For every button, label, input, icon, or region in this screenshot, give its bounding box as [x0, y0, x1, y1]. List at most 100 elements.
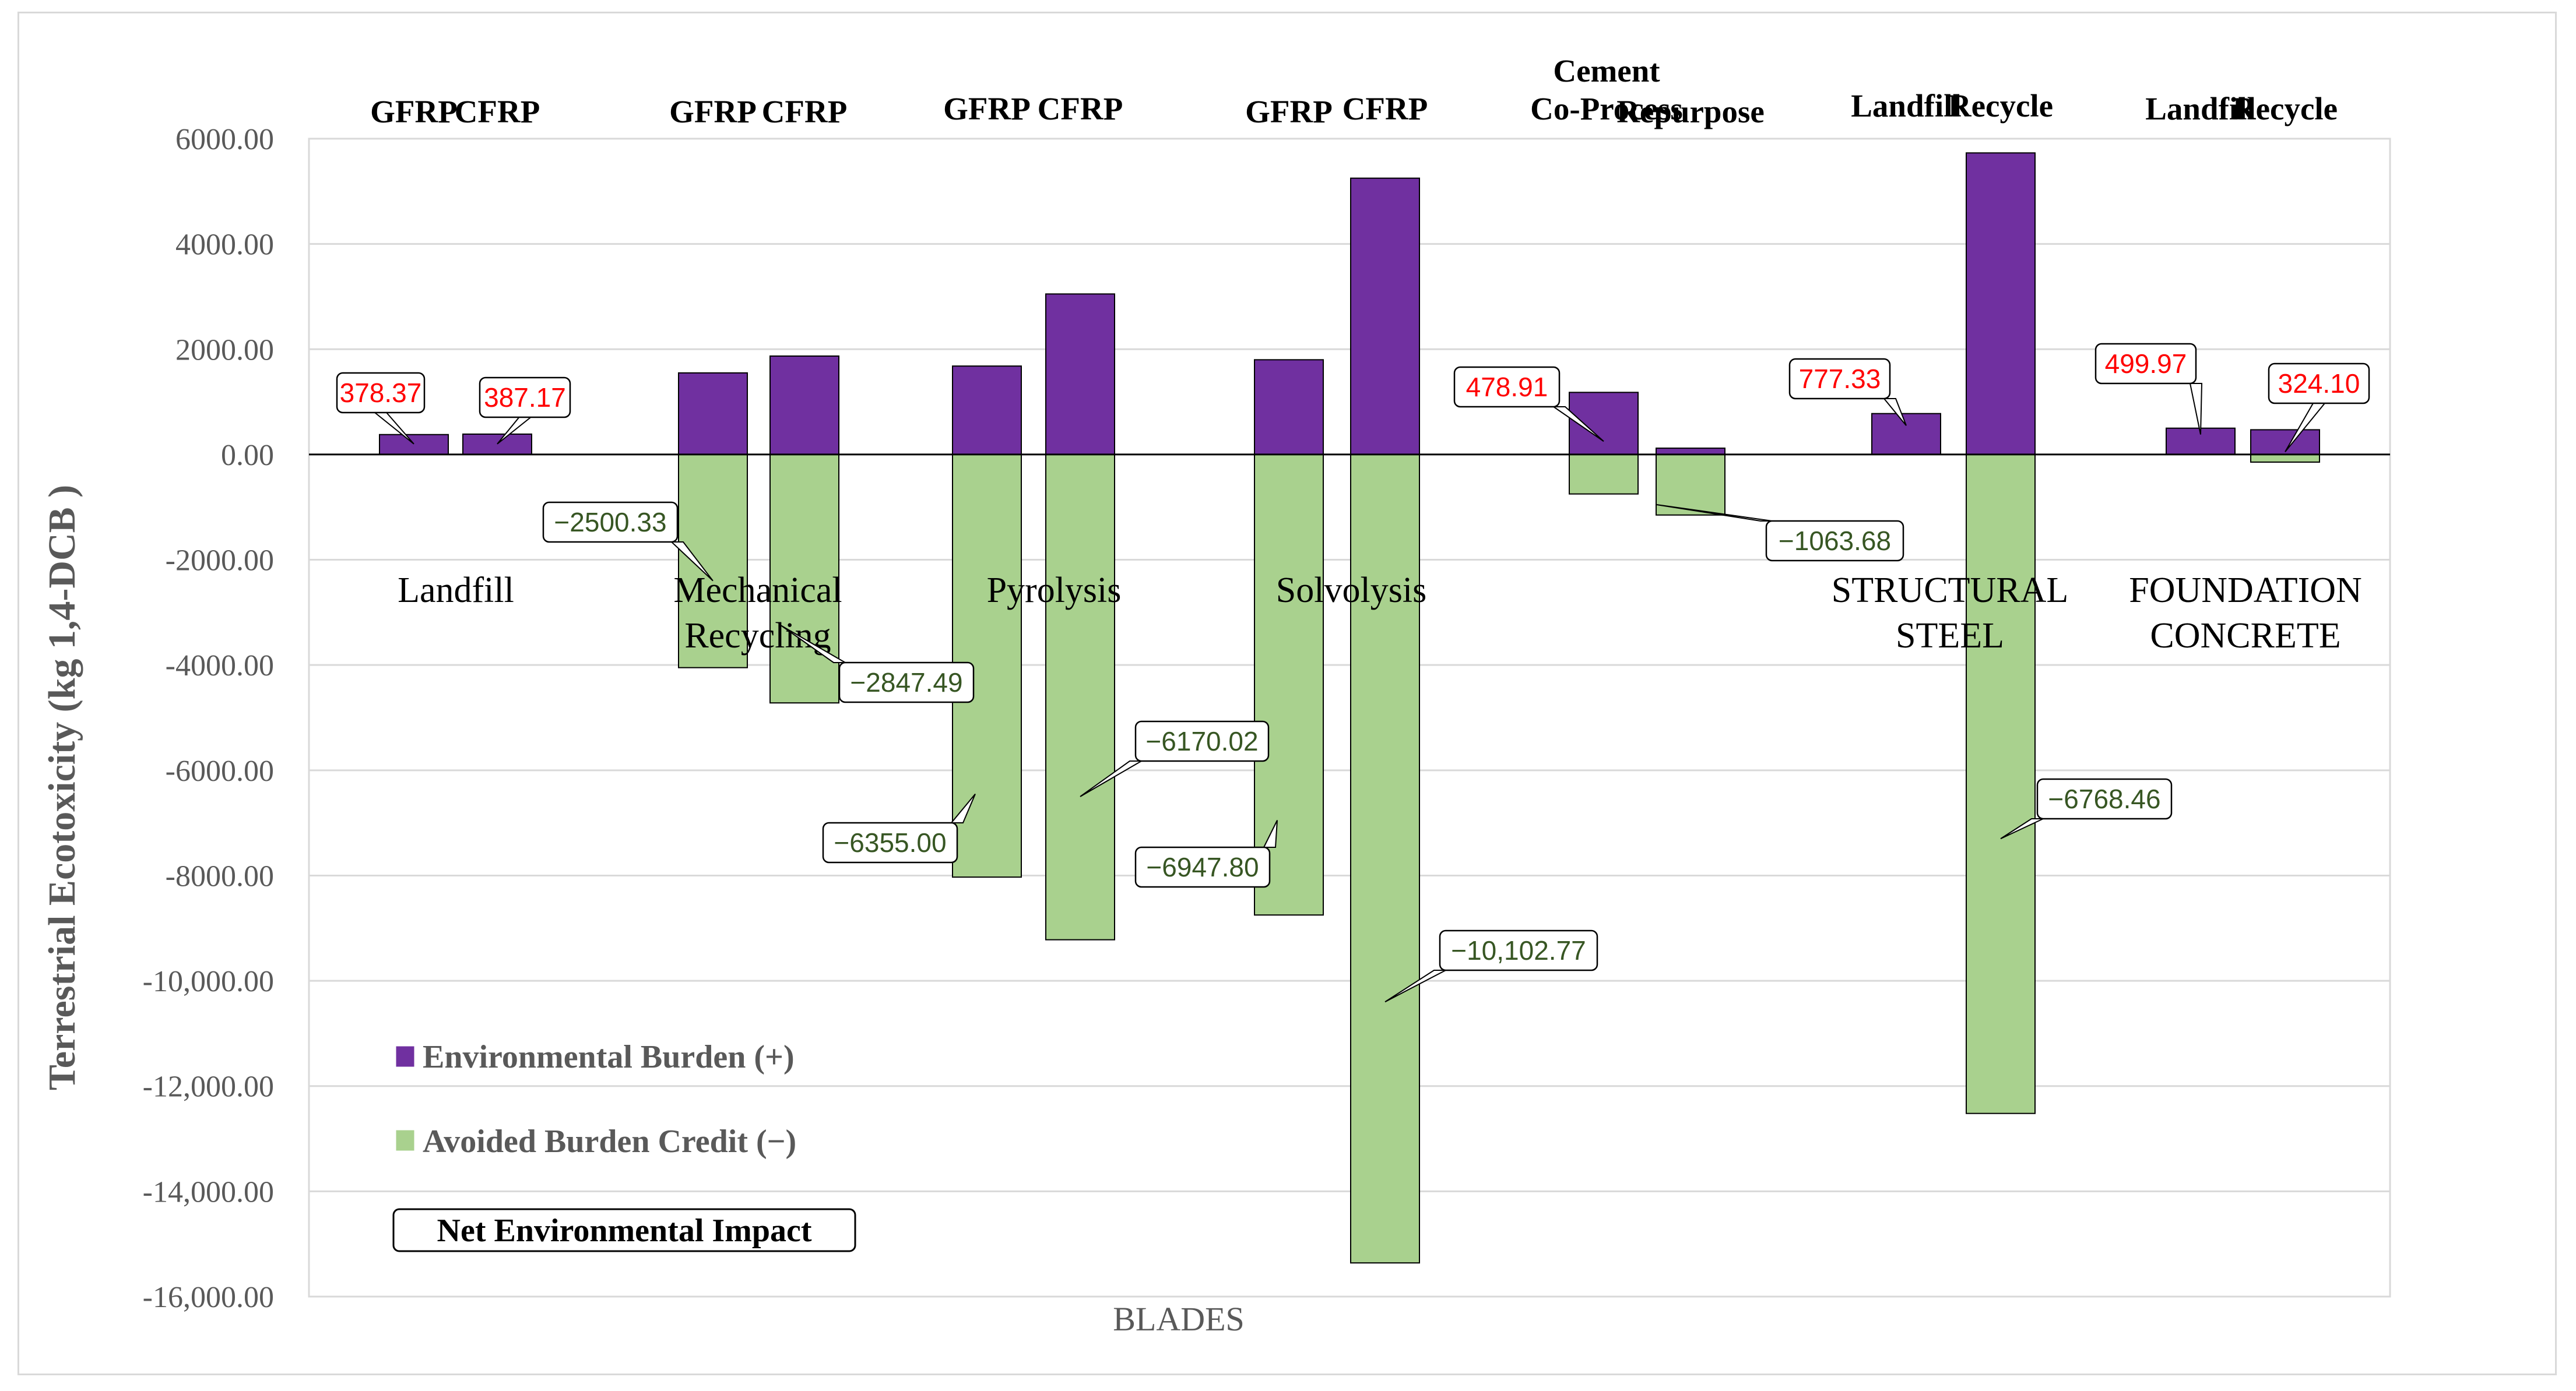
callout-leader	[1080, 760, 1144, 797]
category-header: GFRP	[669, 94, 757, 129]
burden-bar	[462, 433, 532, 455]
category-header: GFRP	[370, 94, 458, 129]
burden-bar	[1254, 359, 1324, 455]
legend-net-label: Net Environmental Impact	[437, 1213, 812, 1249]
category-header: Recycle	[1948, 88, 2053, 124]
y-tick-label: -2000.00	[166, 544, 274, 577]
credit-bar	[678, 453, 748, 668]
burden-bar	[1045, 293, 1115, 455]
callout-leader	[2189, 383, 2203, 435]
y-tick-label: 2000.00	[175, 333, 274, 367]
credit-bar	[1045, 453, 1115, 941]
y-tick-label: 4000.00	[175, 228, 274, 262]
callout-leader	[950, 793, 976, 823]
value-label: 478.91	[1466, 372, 1548, 402]
callout-leader	[781, 625, 848, 663]
y-axis-title: Terrestrial Ecotoxicity (kg 1,4-DCB )	[41, 485, 83, 1090]
callout-box	[1439, 929, 1598, 971]
group-label: Recycling	[684, 616, 831, 656]
category-header: CFRP	[1038, 91, 1123, 126]
legend-swatch-credit	[396, 1130, 414, 1151]
callout-box	[542, 501, 679, 543]
callout-box	[1788, 358, 1891, 400]
callout-box	[1134, 846, 1271, 888]
callout-leader	[670, 541, 714, 582]
callout-box	[2036, 778, 2173, 820]
callout-leader	[1384, 970, 1446, 1003]
value-label: −6768.46	[2048, 784, 2160, 814]
callout-leader	[1551, 406, 1604, 442]
value-label: −10,102.77	[1451, 935, 1586, 966]
burden-bar	[2250, 429, 2320, 455]
value-label: −1063.68	[1779, 526, 1891, 556]
plot-border	[308, 138, 2391, 1298]
legend-swatch-burden	[396, 1046, 414, 1067]
y-tick-label: -8000.00	[166, 860, 274, 893]
callout-leader	[1882, 398, 1907, 426]
y-tick-label: -4000.00	[166, 649, 274, 682]
category-header: CFRP	[762, 94, 848, 129]
callout-box	[838, 661, 975, 703]
value-label: 499.97	[2105, 348, 2187, 379]
burden-bar	[1350, 177, 1420, 455]
category-header: Landfill	[1851, 88, 1962, 124]
y-tick-label: -6000.00	[166, 755, 274, 788]
value-label: −2500.33	[554, 507, 666, 537]
burden-bar	[769, 355, 839, 455]
credit-bar	[1254, 453, 1324, 916]
group-label: Solvolysis	[1276, 571, 1426, 610]
category-header: Co-Process	[1530, 91, 1683, 126]
y-tick-label: 0.00	[221, 439, 274, 472]
y-tick-label: -14,000.00	[143, 1175, 274, 1209]
burden-bar	[678, 372, 748, 455]
legend-label-credit: Avoided Burden Credit (−)	[423, 1124, 796, 1160]
value-label: −6355.00	[834, 827, 946, 858]
y-tick-label: -10,000.00	[143, 965, 274, 998]
category-header: Repurpose	[1616, 94, 1765, 129]
callout-box	[1765, 520, 1904, 562]
y-tick-label: -12,000.00	[143, 1070, 274, 1104]
y-tick-label: 6000.00	[175, 123, 274, 156]
value-label: 378.37	[340, 378, 422, 408]
category-header: GFRP	[943, 91, 1031, 126]
category-header: Landfill	[2145, 91, 2256, 126]
credit-bar	[1966, 453, 2036, 1114]
legend-net-box	[392, 1208, 856, 1252]
group-label: Pyrolysis	[987, 571, 1122, 610]
callout-box	[336, 372, 426, 414]
group-label: STEEL	[1896, 616, 2004, 656]
value-label: 324.10	[2278, 368, 2360, 399]
callout-box	[479, 376, 571, 418]
y-tick-label: -16,000.00	[143, 1281, 274, 1314]
category-header: Cement	[1553, 53, 1660, 89]
value-label: −6170.02	[1145, 726, 1258, 756]
burden-bar	[1871, 413, 1941, 455]
burden-bar	[1966, 152, 2036, 455]
burden-bar	[952, 365, 1022, 455]
value-label: 777.33	[1799, 364, 1881, 394]
value-label: −2847.49	[850, 667, 962, 698]
category-header: Recycle	[2233, 91, 2338, 126]
group-label: Mechanical	[673, 571, 842, 610]
callout-leader	[2000, 818, 2044, 840]
credit-bar	[769, 453, 839, 704]
value-label: 387.17	[484, 382, 566, 413]
burden-bar	[1656, 448, 1725, 455]
callout-box	[2094, 343, 2197, 385]
category-header: GFRP	[1245, 94, 1333, 129]
group-label: CONCRETE	[2150, 616, 2340, 656]
callout-leader	[1655, 503, 1773, 522]
group-label: Landfill	[398, 571, 514, 610]
callout-box	[1453, 366, 1561, 408]
callout-box	[2268, 362, 2370, 404]
category-header: CFRP	[1343, 91, 1428, 126]
callout-leader	[1263, 820, 1278, 848]
credit-bar	[1569, 453, 1639, 495]
value-label: −6947.80	[1146, 852, 1259, 882]
burden-bar	[379, 434, 449, 455]
credit-bar	[2250, 453, 2320, 463]
x-axis-title: BLADES	[1113, 1300, 1245, 1338]
callout-box	[822, 822, 958, 864]
legend-label-burden: Environmental Burden (+)	[423, 1039, 795, 1075]
